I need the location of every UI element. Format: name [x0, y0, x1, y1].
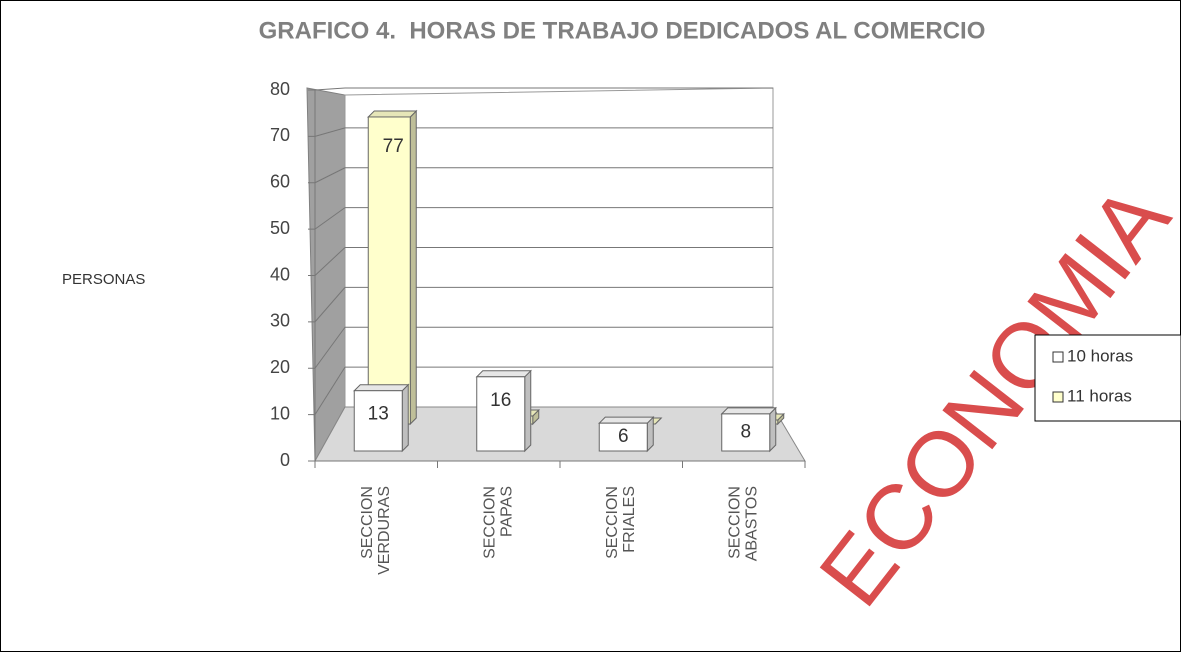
- x-tick-group: SECCIONVERDURAS: [359, 486, 393, 575]
- grid-line: [314, 247, 346, 276]
- legend: [1034, 334, 1181, 422]
- value-label: 8: [740, 421, 751, 442]
- bar: [721, 413, 771, 452]
- bar-side: [409, 109, 417, 426]
- grid-line: [314, 167, 346, 184]
- x-tick-group: SECCIONFRIALES: [604, 486, 638, 559]
- y-tick-label: 40: [270, 264, 290, 284]
- x-tick-group: SECCIONPAPAS: [481, 486, 515, 559]
- grid-line: [314, 366, 346, 415]
- grid-line: [314, 326, 346, 369]
- legend-label: 11 horas: [1067, 386, 1132, 405]
- value-label: 16: [490, 390, 511, 411]
- y-tick-label: 0: [280, 450, 290, 470]
- bar: [353, 390, 403, 452]
- y-tick-label: 30: [270, 311, 290, 331]
- bar-top: [367, 110, 418, 118]
- bar: [598, 422, 648, 452]
- legend-swatch: [1052, 351, 1064, 363]
- y-tick-label: 50: [270, 218, 290, 238]
- legend-label: 10 horas: [1067, 346, 1133, 365]
- grid-line: [314, 87, 346, 91]
- y-tick-label: 70: [270, 125, 290, 145]
- value-label: 6: [618, 426, 629, 447]
- y-tick-label: 20: [270, 357, 290, 377]
- bar-top: [720, 407, 777, 415]
- x-tick-label: SECCIONVERDURAS: [359, 486, 393, 575]
- x-tick-label: SECCIONABASTOS: [726, 486, 760, 561]
- legend-swatch: [1052, 391, 1064, 403]
- value-label: 13: [368, 404, 389, 425]
- bar-side: [769, 406, 777, 453]
- value-label: 77: [383, 136, 404, 157]
- bar-top: [598, 416, 655, 424]
- grid-line: [314, 127, 346, 137]
- y-axis-label: PERSONAS: [62, 271, 145, 288]
- x-tick-label: SECCIONPAPAS: [481, 486, 515, 559]
- y-tick-label: 10: [270, 403, 290, 423]
- x-tick-group: SECCIONABASTOS: [726, 486, 760, 561]
- x-tick-label: SECCIONFRIALES: [604, 486, 638, 559]
- y-tick-label: 80: [270, 79, 290, 99]
- chart-title: GRAFICO 4. HORAS DE TRABAJO DEDICADOS AL…: [259, 17, 986, 44]
- y-tick-label: 60: [270, 172, 290, 192]
- grid-line: [314, 287, 346, 323]
- bar: [367, 116, 411, 425]
- bar-top: [353, 384, 410, 392]
- grid-line: [314, 207, 346, 230]
- bar-side: [524, 369, 532, 453]
- bar-side: [401, 383, 409, 453]
- bar-top: [475, 370, 532, 378]
- bar: [476, 376, 526, 452]
